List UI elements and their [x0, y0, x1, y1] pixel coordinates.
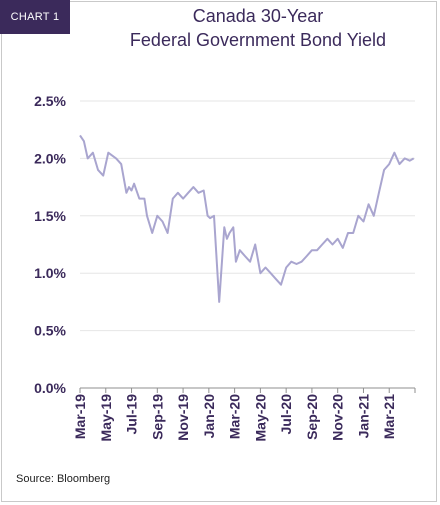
chart-title: Canada 30-Year Federal Government Bond Y… [78, 4, 438, 52]
x-tick-label: Jul-20 [278, 394, 294, 435]
x-axis-ticks: Mar-19 May-19 Jul-19 Sep-19 Nov-19 Jan-20 Mar-… [72, 388, 416, 442]
y-axis-ticks: 0.0% 0.5% 1.0% 1.5% 2.0% 2.5% [34, 93, 66, 396]
chart-title-line-1: Canada 30-Year [192, 6, 324, 26]
x-tick-label: Mar-21 [381, 394, 397, 439]
x-tick-label: Jul-19 [124, 394, 140, 435]
x-tick-label: Sep-19 [149, 394, 165, 440]
x-tick-label: Nov-19 [175, 394, 191, 441]
y-tick-label: 2.0% [34, 150, 66, 166]
y-tick-label: 2.5% [34, 93, 66, 109]
grid-lines [80, 100, 415, 332]
series-line [79, 134, 415, 303]
y-tick-label: 1.5% [34, 208, 66, 224]
y-tick-label: 1.0% [34, 265, 66, 281]
chart-title-line-2: Federal Government Bond Yield [129, 30, 387, 50]
x-tick-label: Jan-21 [355, 394, 371, 439]
x-tick-label: May-19 [98, 394, 114, 442]
x-tick-label: Sep-20 [304, 394, 320, 440]
series-group [79, 134, 415, 303]
y-tick-label: 0.5% [34, 323, 66, 339]
y-tick-label: 0.0% [34, 380, 66, 396]
chart-tag: CHART 1 [0, 0, 70, 34]
x-tick-label: Mar-19 [72, 394, 88, 439]
x-tick-label: Mar-20 [227, 394, 243, 439]
x-tick-label: Nov-20 [330, 394, 346, 441]
x-tick-label: Jan-20 [201, 394, 217, 439]
source-note: Source: Bloomberg [16, 473, 111, 485]
x-tick-label: May-20 [252, 394, 268, 442]
